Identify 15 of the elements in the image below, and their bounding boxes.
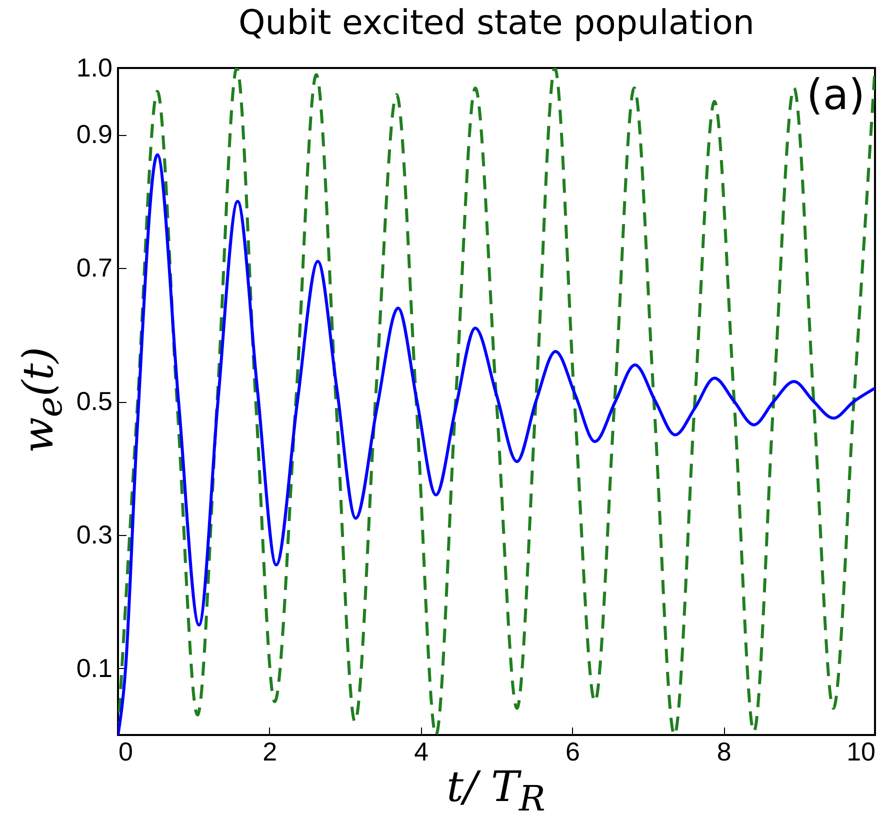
x-tick-label: 0 bbox=[118, 736, 133, 766]
y-tick-label: 0.5 bbox=[76, 386, 112, 416]
x-tick-label: 6 bbox=[565, 736, 580, 766]
chart-title: Qubit excited state population bbox=[238, 3, 754, 43]
y-tick-label: 0.7 bbox=[76, 252, 112, 283]
annotation: (a) bbox=[806, 70, 865, 119]
x-tick-label: 2 bbox=[262, 736, 278, 766]
y-tick-label: 0.3 bbox=[76, 519, 112, 550]
y-tick-label: 0.1 bbox=[76, 652, 112, 683]
x-axis-title: t/ T$_{R}$ bbox=[446, 762, 546, 820]
x-tick-label: 8 bbox=[716, 736, 732, 766]
x-tick-label: 4 bbox=[414, 736, 429, 766]
y-tick-label: 1.0 bbox=[76, 52, 112, 82]
y-tick-label: 0.9 bbox=[76, 119, 112, 150]
x-tick-label: 10 bbox=[846, 736, 876, 766]
